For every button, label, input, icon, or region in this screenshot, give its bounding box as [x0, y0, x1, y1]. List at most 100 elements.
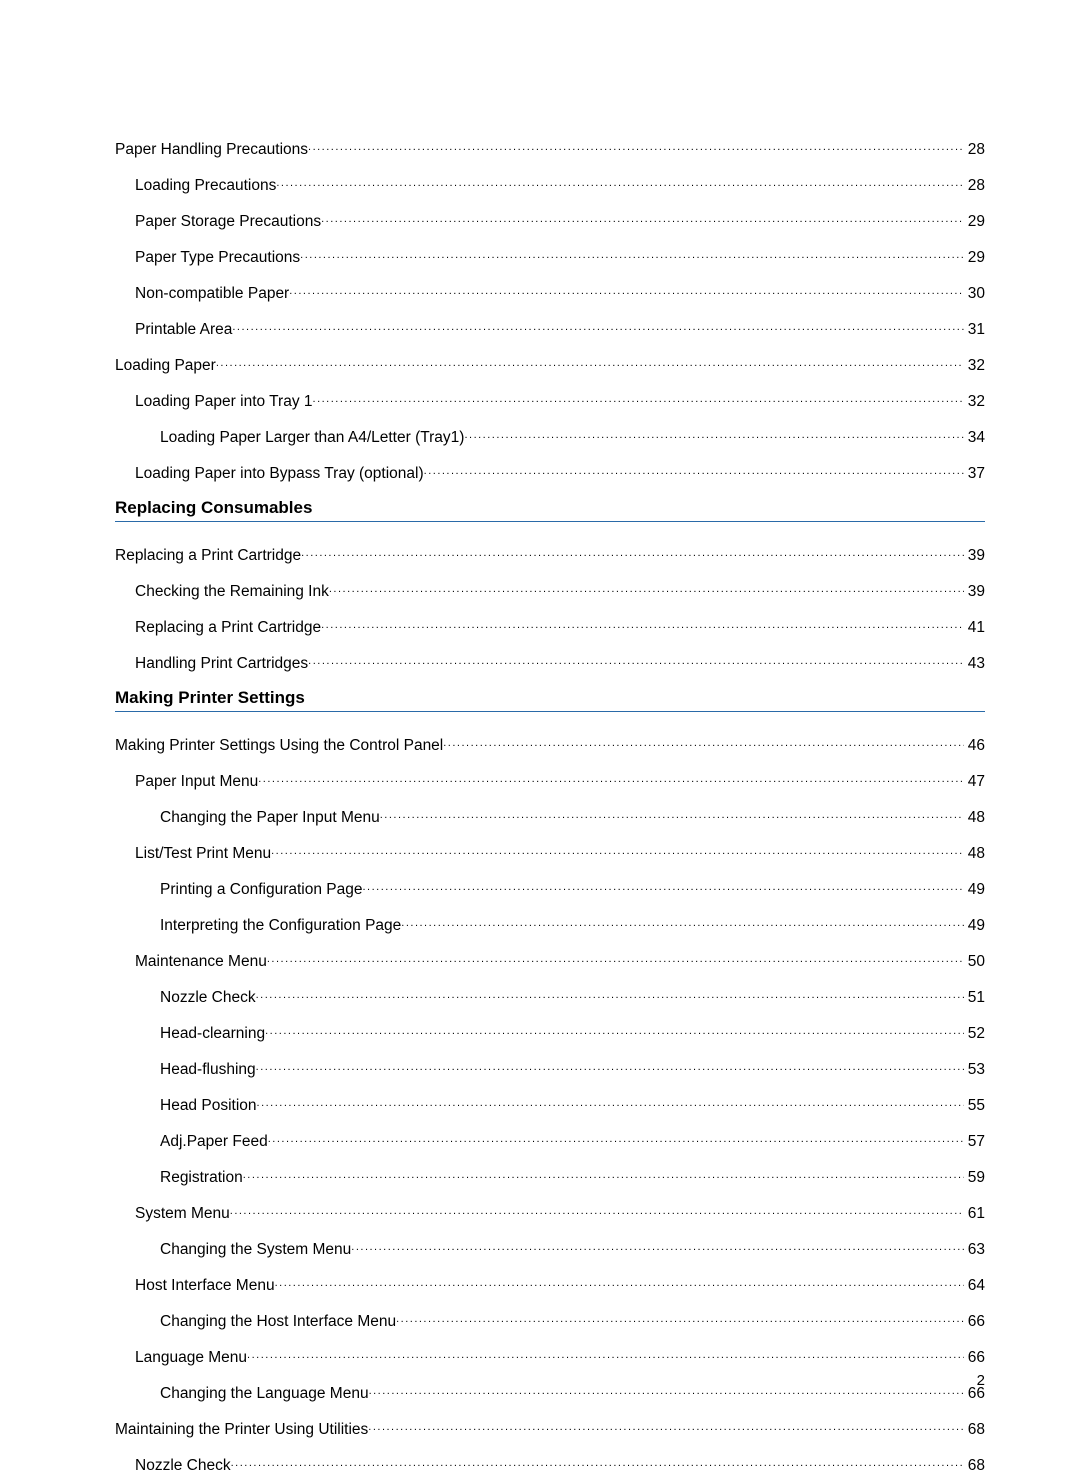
- toc-entry[interactable]: Changing the Paper Input Menu 48: [115, 806, 985, 825]
- toc-page-number: 53: [964, 1062, 985, 1078]
- toc-entry[interactable]: Loading Paper into Bypass Tray (optional…: [115, 462, 985, 481]
- toc-label: Nozzle Check: [135, 1458, 231, 1474]
- toc-leader-dots: [443, 734, 964, 750]
- toc-entry[interactable]: Paper Storage Precautions 29: [115, 210, 985, 229]
- toc-leader-dots: [301, 544, 964, 560]
- toc-page-number: 29: [964, 214, 985, 230]
- toc-label: Changing the Language Menu: [160, 1386, 369, 1402]
- toc-entry[interactable]: Changing the System Menu 63: [115, 1238, 985, 1257]
- toc-page-number: 31: [964, 322, 985, 338]
- toc-entry[interactable]: System Menu 61: [115, 1202, 985, 1221]
- toc-label: Changing the System Menu: [160, 1242, 351, 1258]
- toc-leader-dots: [329, 580, 964, 596]
- toc-label: Replacing a Print Cartridge: [115, 548, 301, 564]
- toc-entry[interactable]: Loading Paper into Tray 1 32: [115, 390, 985, 409]
- toc-leader-dots: [363, 878, 964, 894]
- toc-entry[interactable]: Loading Precautions 28: [115, 174, 985, 193]
- toc-label: Non-compatible Paper: [135, 286, 289, 302]
- toc-leader-dots: [424, 462, 964, 478]
- toc-leader-dots: [231, 1454, 964, 1470]
- toc-entry[interactable]: Language Menu 66: [115, 1346, 985, 1365]
- toc-label: Nozzle Check: [160, 990, 256, 1006]
- toc-leader-dots: [276, 174, 963, 190]
- toc-label: Loading Paper into Tray 1: [135, 394, 313, 410]
- toc-label: Interpreting the Configuration Page: [160, 918, 401, 934]
- toc-entry[interactable]: Registration 59: [115, 1166, 985, 1185]
- toc-entry[interactable]: Printing a Configuration Page 49: [115, 878, 985, 897]
- toc-entry[interactable]: Host Interface Menu 64: [115, 1274, 985, 1293]
- toc-entry[interactable]: Head Position 55: [115, 1094, 985, 1113]
- toc-label: Head-flushing: [160, 1062, 256, 1078]
- toc-page-number: 34: [964, 430, 985, 446]
- toc-label: Making Printer Settings Using the Contro…: [115, 738, 443, 754]
- toc-entry[interactable]: Loading Paper Larger than A4/Letter (Tra…: [115, 426, 985, 445]
- toc-label: Printing a Configuration Page: [160, 882, 363, 898]
- toc-page-number: 28: [964, 178, 985, 194]
- toc-entry[interactable]: Changing the Host Interface Menu 66: [115, 1310, 985, 1329]
- toc-label: Maintaining the Printer Using Utilities: [115, 1422, 368, 1438]
- toc-leader-dots: [401, 914, 963, 930]
- toc-leader-dots: [380, 806, 964, 822]
- toc-label: Loading Paper into Bypass Tray (optional…: [135, 466, 424, 482]
- toc-leader-dots: [271, 842, 964, 858]
- toc-label: Paper Handling Precautions: [115, 142, 308, 158]
- toc-page-number: 50: [964, 954, 985, 970]
- toc-page-number: 68: [964, 1422, 985, 1438]
- toc-entry[interactable]: Nozzle Check 51: [115, 986, 985, 1005]
- toc-label: Paper Type Precautions: [135, 250, 300, 266]
- toc-label: Changing the Paper Input Menu: [160, 810, 380, 826]
- toc-entry[interactable]: Replacing a Print Cartridge 41: [115, 616, 985, 635]
- toc-entry[interactable]: Paper Handling Precautions 28: [115, 138, 985, 157]
- toc-page-number: 29: [964, 250, 985, 266]
- toc-page-number: 68: [964, 1458, 985, 1474]
- toc-entry[interactable]: Head-flushing 53: [115, 1058, 985, 1077]
- toc-label: Replacing a Print Cartridge: [135, 620, 321, 636]
- toc-entry[interactable]: Printable Area 31: [115, 318, 985, 337]
- toc-leader-dots: [216, 354, 964, 370]
- toc-label: Paper Input Menu: [135, 774, 258, 790]
- toc-leader-dots: [308, 138, 964, 154]
- toc-entry[interactable]: Maintaining the Printer Using Utilities …: [115, 1418, 985, 1437]
- toc-leader-dots: [267, 950, 964, 966]
- toc-label: Loading Paper Larger than A4/Letter (Tra…: [160, 430, 464, 446]
- toc-entry[interactable]: Making Printer Settings Using the Contro…: [115, 734, 985, 753]
- toc-page-number: 66: [964, 1314, 985, 1330]
- toc-page-number: 49: [964, 918, 985, 934]
- toc-leader-dots: [289, 282, 964, 298]
- toc-label: Changing the Host Interface Menu: [160, 1314, 396, 1330]
- toc-entry[interactable]: Loading Paper 32: [115, 354, 985, 373]
- toc-entry[interactable]: Head-clearning 52: [115, 1022, 985, 1041]
- toc-leader-dots: [308, 652, 964, 668]
- toc-page-number: 32: [964, 394, 985, 410]
- toc-leader-dots: [369, 1382, 964, 1398]
- toc-entry[interactable]: Paper Input Menu 47: [115, 770, 985, 789]
- toc-label: Language Menu: [135, 1350, 247, 1366]
- toc-label: Handling Print Cartridges: [135, 656, 308, 672]
- toc-leader-dots: [464, 426, 963, 442]
- toc-entry[interactable]: Interpreting the Configuration Page 49: [115, 914, 985, 933]
- toc-leader-dots: [321, 616, 964, 632]
- toc-label: Paper Storage Precautions: [135, 214, 321, 230]
- page-number: 2: [977, 1372, 985, 1389]
- toc-leader-dots: [256, 986, 964, 1002]
- section-heading: Making Printer Settings: [115, 688, 985, 712]
- toc-entry[interactable]: Maintenance Menu 50: [115, 950, 985, 969]
- toc-leader-dots: [258, 770, 964, 786]
- toc-label: Loading Precautions: [135, 178, 276, 194]
- toc-entry[interactable]: Non-compatible Paper 30: [115, 282, 985, 301]
- toc-label: Loading Paper: [115, 358, 216, 374]
- toc-entry[interactable]: Paper Type Precautions 29: [115, 246, 985, 265]
- toc-entry[interactable]: Handling Print Cartridges 43: [115, 652, 985, 671]
- toc-entry[interactable]: Nozzle Check 68: [115, 1454, 985, 1473]
- toc-entry[interactable]: Checking the Remaining Ink 39: [115, 580, 985, 599]
- toc-label: Host Interface Menu: [135, 1278, 275, 1294]
- toc-page-number: 55: [964, 1098, 985, 1114]
- toc-page-number: 51: [964, 990, 985, 1006]
- toc-entry[interactable]: List/Test Print Menu 48: [115, 842, 985, 861]
- toc-leader-dots: [232, 318, 963, 334]
- toc-leader-dots: [265, 1022, 964, 1038]
- toc-page-number: 66: [964, 1350, 985, 1366]
- toc-entry[interactable]: Replacing a Print Cartridge 39: [115, 544, 985, 563]
- toc-entry[interactable]: Adj.Paper Feed 57: [115, 1130, 985, 1149]
- toc-entry[interactable]: Changing the Language Menu 66: [115, 1382, 985, 1401]
